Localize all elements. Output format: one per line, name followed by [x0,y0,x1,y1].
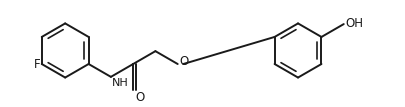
Text: NH: NH [112,78,129,88]
Text: F: F [34,57,40,71]
Text: O: O [136,91,145,104]
Text: O: O [179,55,188,68]
Text: OH: OH [345,17,363,30]
